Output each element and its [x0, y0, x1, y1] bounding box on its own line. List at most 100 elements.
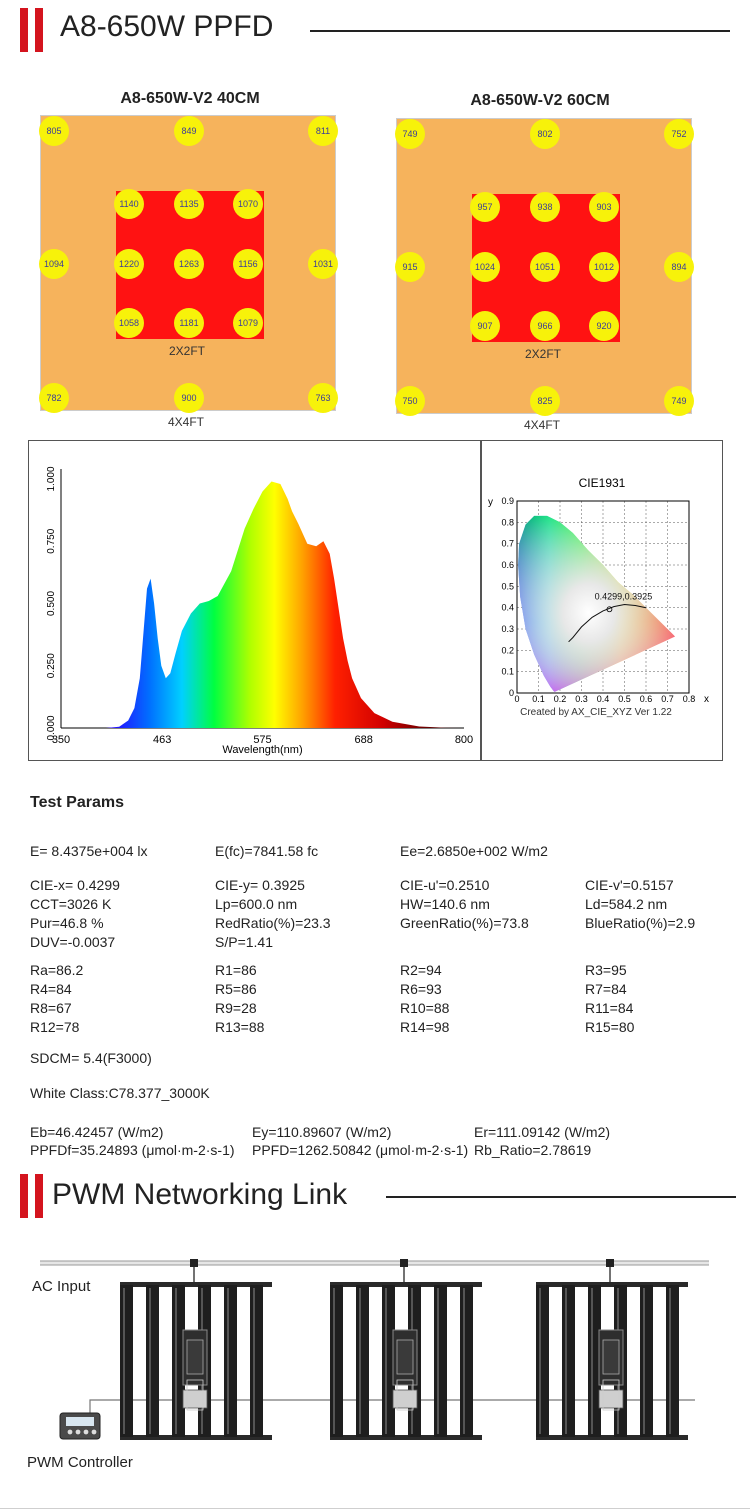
header-rule [386, 1196, 736, 1198]
param-value: BlueRatio(%)=2.9 [585, 915, 696, 931]
param-value: R15=80 [585, 1019, 635, 1035]
y-tick-label: 0.3 [501, 624, 514, 634]
header-accent-bar [35, 8, 43, 52]
ppfd-reading: 894 [664, 252, 694, 282]
x-axis-label: x [704, 694, 709, 705]
param-value: E= 8.4375e+004 lx [30, 843, 148, 859]
ppfd-reading: 907 [470, 311, 500, 341]
cie-footnote: Created by AX_CIE_XYZ Ver 1.22 [520, 707, 672, 718]
outer-area-label: 4X4FT [168, 415, 205, 429]
ppfd-reading: 903 [589, 192, 619, 222]
ppfd-reading: 802 [530, 119, 560, 149]
ppfd-reading: 825 [530, 386, 560, 416]
x-axis-label: Wavelength(nm) [222, 744, 302, 756]
y-tick-label: 0.2 [501, 645, 514, 655]
ppfd-reading: 1181 [174, 308, 204, 338]
param-value: Ee=2.6850e+002 W/m2 [400, 843, 548, 859]
param-value: Ra=86.2 [30, 962, 84, 978]
inner-area-label: 2X2FT [525, 347, 562, 361]
cie-title: CIE1931 [579, 476, 626, 490]
ppfd-section-title: A8-650W PPFD [60, 10, 274, 43]
header-accent-bar [20, 8, 28, 52]
ppfd-reading: 1094 [39, 249, 69, 279]
cie-chart: 0.4299,0.3925 CIE1931 0 0.1 0.2 0.3 0.4 0.5 0.6 0… [488, 476, 709, 718]
inner-area-label: 2X2FT [169, 344, 206, 358]
y-tick-label: 0.8 [501, 517, 514, 527]
x-tick-label: 0 [514, 694, 519, 704]
y-tick-label: 0.1 [501, 667, 514, 677]
param-value: CCT=3026 K [30, 896, 112, 912]
ppfd-reading: 1012 [589, 252, 619, 282]
ppfd-reading: 805 [39, 116, 69, 146]
led-fixture [330, 1259, 482, 1440]
ppfd-section-header: A8-650W PPFD [0, 0, 750, 60]
y-tick-label: 0.5 [501, 581, 514, 591]
ppfd-reading: 849 [174, 116, 204, 146]
y-tick-label: 0.250 [46, 653, 57, 678]
ppfd-reading: 1031 [308, 249, 338, 279]
param-value: R12=78 [30, 1019, 80, 1035]
led-fixture [120, 1259, 272, 1440]
test-params-title: Test Params [30, 794, 124, 811]
pwm-network-diagram: AC Input PWM Controller [0, 1230, 750, 1490]
y-tick-label: 0.6 [501, 560, 514, 570]
x-tick-label: 0.4 [597, 694, 610, 704]
led-fixture [536, 1259, 688, 1440]
y-tick-label: 0 [509, 688, 514, 698]
x-tick-label: 350 [52, 734, 70, 746]
param-value: R10=88 [400, 1000, 450, 1016]
area-4x4ft: 749 802 752 915 894 750 825 749 957 938 903 1024 105… [395, 118, 694, 416]
param-value: R8=67 [30, 1000, 72, 1016]
param-value: CIE-x= 0.4299 [30, 877, 120, 893]
planckian-locus [568, 603, 647, 643]
param-value: Lp=600.0 nm [215, 896, 298, 912]
energy-value: Er=111.09142 (W/m2) [474, 1124, 611, 1140]
ppfd-reading: 1135 [174, 189, 204, 219]
param-value: E(fc)=7841.58 fc [215, 843, 319, 859]
y-axis-label: y [488, 497, 493, 508]
y-tick-label: 0.750 [46, 528, 57, 553]
ppfd-reading: 938 [530, 192, 560, 222]
param-value: R3=95 [585, 962, 627, 978]
ppfd-reading: 915 [395, 252, 425, 282]
y-tick-label: 0.9 [501, 496, 514, 506]
bottom-rule [0, 1508, 750, 1509]
ppfd-reading: 752 [664, 119, 694, 149]
energy-value: Ey=110.89607 (W/m2) [252, 1124, 392, 1140]
param-value: GreenRatio(%)=73.8 [400, 915, 529, 931]
ppfd-reading: 1058 [114, 308, 144, 338]
param-value: R11=84 [585, 1000, 634, 1016]
spectral-locus-white [518, 515, 675, 692]
ppfd-reading: 920 [589, 311, 619, 341]
ppfd-reading: 763 [308, 383, 338, 413]
y-tick-label: 0.4 [501, 603, 514, 613]
ppfd-reading: 957 [470, 192, 500, 222]
param-value: R5=86 [215, 981, 257, 997]
ppfd-value: Rb_Ratio=2.78619 [474, 1142, 592, 1158]
ppfd-reading: 966 [530, 311, 560, 341]
x-tick-label: 0.7 [661, 694, 674, 704]
energy-value: Eb=46.42457 (W/m2) [30, 1124, 164, 1140]
chromaticity-point [606, 606, 613, 613]
network-section-header: PWM Networking Link [0, 1166, 750, 1226]
ac-input-label: AC Input [32, 1278, 91, 1295]
param-value: DUV=-0.0037 [30, 934, 116, 950]
param-value: CIE-u'=0.2510 [400, 877, 490, 893]
ppfd-value: PPFDf=35.24893 (μmol·m-2·s-1) [30, 1142, 235, 1158]
sdcm-value: SDCM= 5.4(F3000) [30, 1050, 152, 1066]
ppfd-reading: 1024 [470, 252, 500, 282]
ppfd-reading: 811 [308, 116, 338, 146]
y-tick-label: 0.7 [501, 539, 514, 549]
ppfd-reading: 749 [664, 386, 694, 416]
ppfd-reading: 782 [39, 383, 69, 413]
header-accent-bar [20, 1174, 28, 1218]
x-tick-label: 688 [355, 734, 373, 746]
ppfd-reading: 749 [395, 119, 425, 149]
pwm-controller-label: PWM Controller [27, 1454, 133, 1471]
white-class-value: White Class:C78.377_3000K [30, 1085, 210, 1101]
cie-tick-labels: 0.4299,0.3925 CIE1931 0 0.1 0.2 0.3 0.4 0.5 0.6 0… [488, 476, 709, 718]
param-value: Pur=46.8 % [30, 915, 104, 931]
param-value: R2=94 [400, 962, 442, 978]
y-tick-label: 0.500 [46, 591, 57, 616]
spectrum-panel: 350 463 575 688 800 0.000 0.250 0.500 0.750 1.000… [28, 440, 481, 761]
